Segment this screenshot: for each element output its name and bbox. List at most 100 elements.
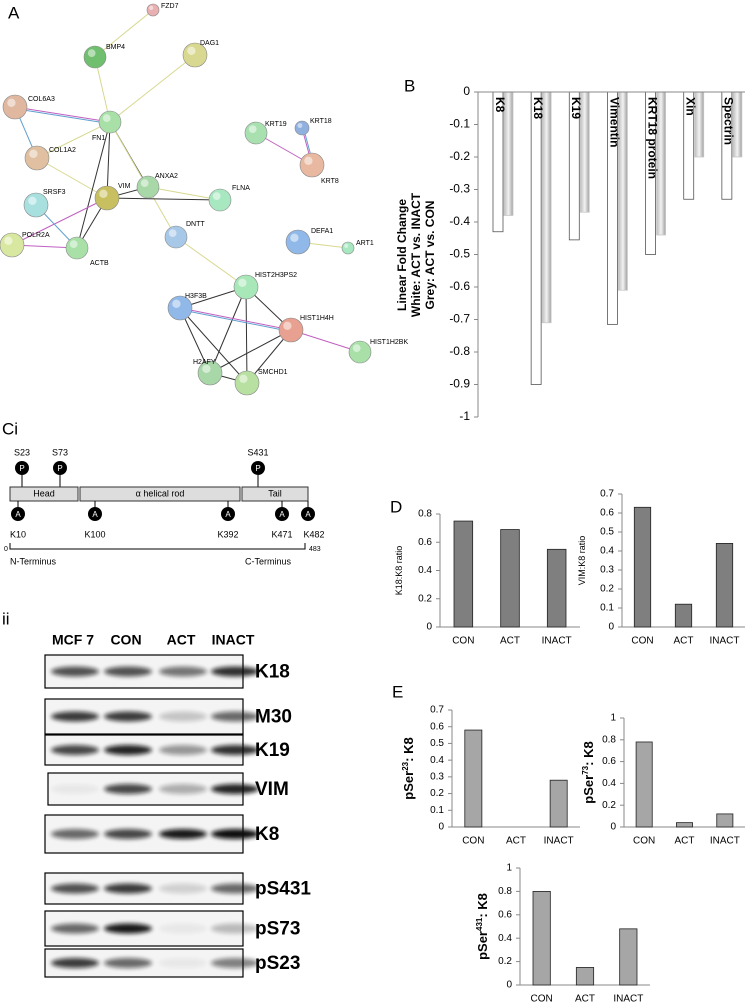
node-highlight — [168, 229, 177, 237]
y-tick-label: 0 — [463, 84, 470, 98]
network-node — [348, 340, 372, 364]
y-tick-label: -0.4 — [449, 214, 470, 228]
lane-label: ACT — [167, 632, 196, 648]
x-tick-label: ACT — [675, 836, 695, 847]
bar — [530, 91, 542, 385]
panel-label: B — [404, 76, 415, 95]
node-highlight — [283, 321, 292, 330]
network-node — [164, 225, 188, 249]
blot-band — [51, 784, 99, 794]
node-highlight — [28, 196, 37, 205]
network-edge — [76, 121, 111, 249]
blot-band — [159, 958, 207, 968]
y-axis-label-part: pSer — [401, 771, 416, 800]
network-edge — [36, 121, 111, 159]
blot-band — [104, 666, 152, 677]
x-tick-label: CON — [633, 836, 655, 847]
blot-band — [159, 666, 207, 677]
x-tick-label: CON — [631, 636, 653, 647]
phospho-symbol: P — [255, 464, 260, 473]
y-tick-label: 0.4 — [498, 933, 512, 944]
network-node — [208, 188, 232, 212]
phospho-circle — [251, 461, 265, 475]
panel-label: E — [392, 682, 403, 701]
category-label: K8 — [493, 97, 507, 113]
blot-band — [211, 711, 259, 722]
y-axis-label-part: 73 — [581, 765, 590, 774]
blot-band — [211, 958, 259, 968]
node-label: COL6A3 — [28, 96, 55, 103]
y-axis-label: VIM:K8 ratio — [577, 536, 587, 586]
acetyl-symbol: A — [92, 510, 98, 519]
site-label: K482 — [303, 529, 324, 539]
blot-band — [51, 883, 99, 894]
terminus-label: C-Terminus — [245, 556, 292, 566]
network-node — [341, 241, 355, 255]
y-tick-label: 0 — [506, 980, 512, 991]
node-highlight — [102, 114, 111, 122]
network-node — [24, 145, 50, 171]
y-tick-label: 0.6 — [600, 508, 614, 519]
y-axis-label-part: K18:K8 ratio — [394, 546, 404, 596]
acetyl-circle — [11, 507, 25, 521]
blot-band — [51, 666, 99, 677]
network-edge — [175, 236, 247, 288]
y-axis-label: Grey: ACT vs. CON — [423, 201, 437, 310]
y-axis-label: Linear Fold Change — [395, 199, 409, 311]
bar — [715, 543, 734, 628]
x-tick-label: INACT — [544, 836, 574, 847]
node-label: VIM — [118, 183, 131, 190]
category-label: K18 — [531, 97, 545, 119]
y-axis-label: pSer23: K8 — [401, 737, 417, 799]
network-edge — [179, 307, 292, 331]
blot-band — [211, 666, 259, 677]
network-edge — [106, 197, 221, 201]
y-axis-label: White: ACT vs. INACT — [409, 192, 423, 317]
bar — [716, 813, 734, 828]
blot-band — [104, 958, 152, 968]
blot-band — [51, 829, 99, 839]
network-node — [285, 229, 311, 255]
node-label: COL1A2 — [49, 147, 76, 154]
y-tick-label: 0.2 — [418, 593, 432, 604]
node-label: HIST1H4H — [300, 315, 334, 322]
node-label: FN1 — [92, 135, 105, 142]
site-label: K471 — [271, 529, 292, 539]
y-tick-label: -0.9 — [449, 377, 470, 391]
y-tick-label: 0.5 — [600, 527, 614, 538]
band-label: pS73 — [255, 919, 300, 940]
band-label: pS23 — [255, 953, 300, 974]
node-label: ANXA2 — [155, 173, 178, 180]
bar — [549, 779, 568, 828]
node-label: ART1 — [356, 240, 374, 247]
x-tick-label: INACT — [613, 994, 643, 1002]
network-edge — [109, 54, 196, 123]
node-label: SMCHD1 — [258, 369, 288, 376]
y-tick-label: 0.8 — [602, 734, 616, 745]
y-tick-label: 0.3 — [600, 565, 614, 576]
region-label: Head — [33, 488, 55, 498]
node-highlight — [172, 299, 181, 308]
network-node — [0, 232, 25, 258]
band-label: K8 — [255, 824, 279, 845]
network-node — [94, 185, 120, 211]
category-label: Spectrin — [722, 97, 736, 145]
band-label: pS431 — [255, 879, 311, 900]
node-highlight — [352, 344, 361, 352]
phospho-symbol: P — [19, 464, 24, 473]
network-edge — [245, 286, 248, 384]
site-label: S431 — [247, 447, 268, 457]
acetyl-symbol: A — [279, 510, 285, 519]
network-edge — [36, 157, 108, 199]
node-highlight — [238, 278, 247, 287]
node-label: HIST1H2BK — [370, 339, 408, 346]
y-tick-label: 0.7 — [600, 489, 614, 500]
node-highlight — [202, 364, 211, 373]
bar — [676, 822, 693, 828]
node-label: H3F3B — [185, 293, 207, 300]
y-tick-label: 0.5 — [430, 738, 444, 749]
acetyl-circle — [275, 507, 289, 521]
y-axis-label-part: pSer — [475, 931, 490, 960]
y-tick-label: 0.6 — [430, 721, 444, 732]
y-tick-label: 0.4 — [600, 546, 614, 557]
